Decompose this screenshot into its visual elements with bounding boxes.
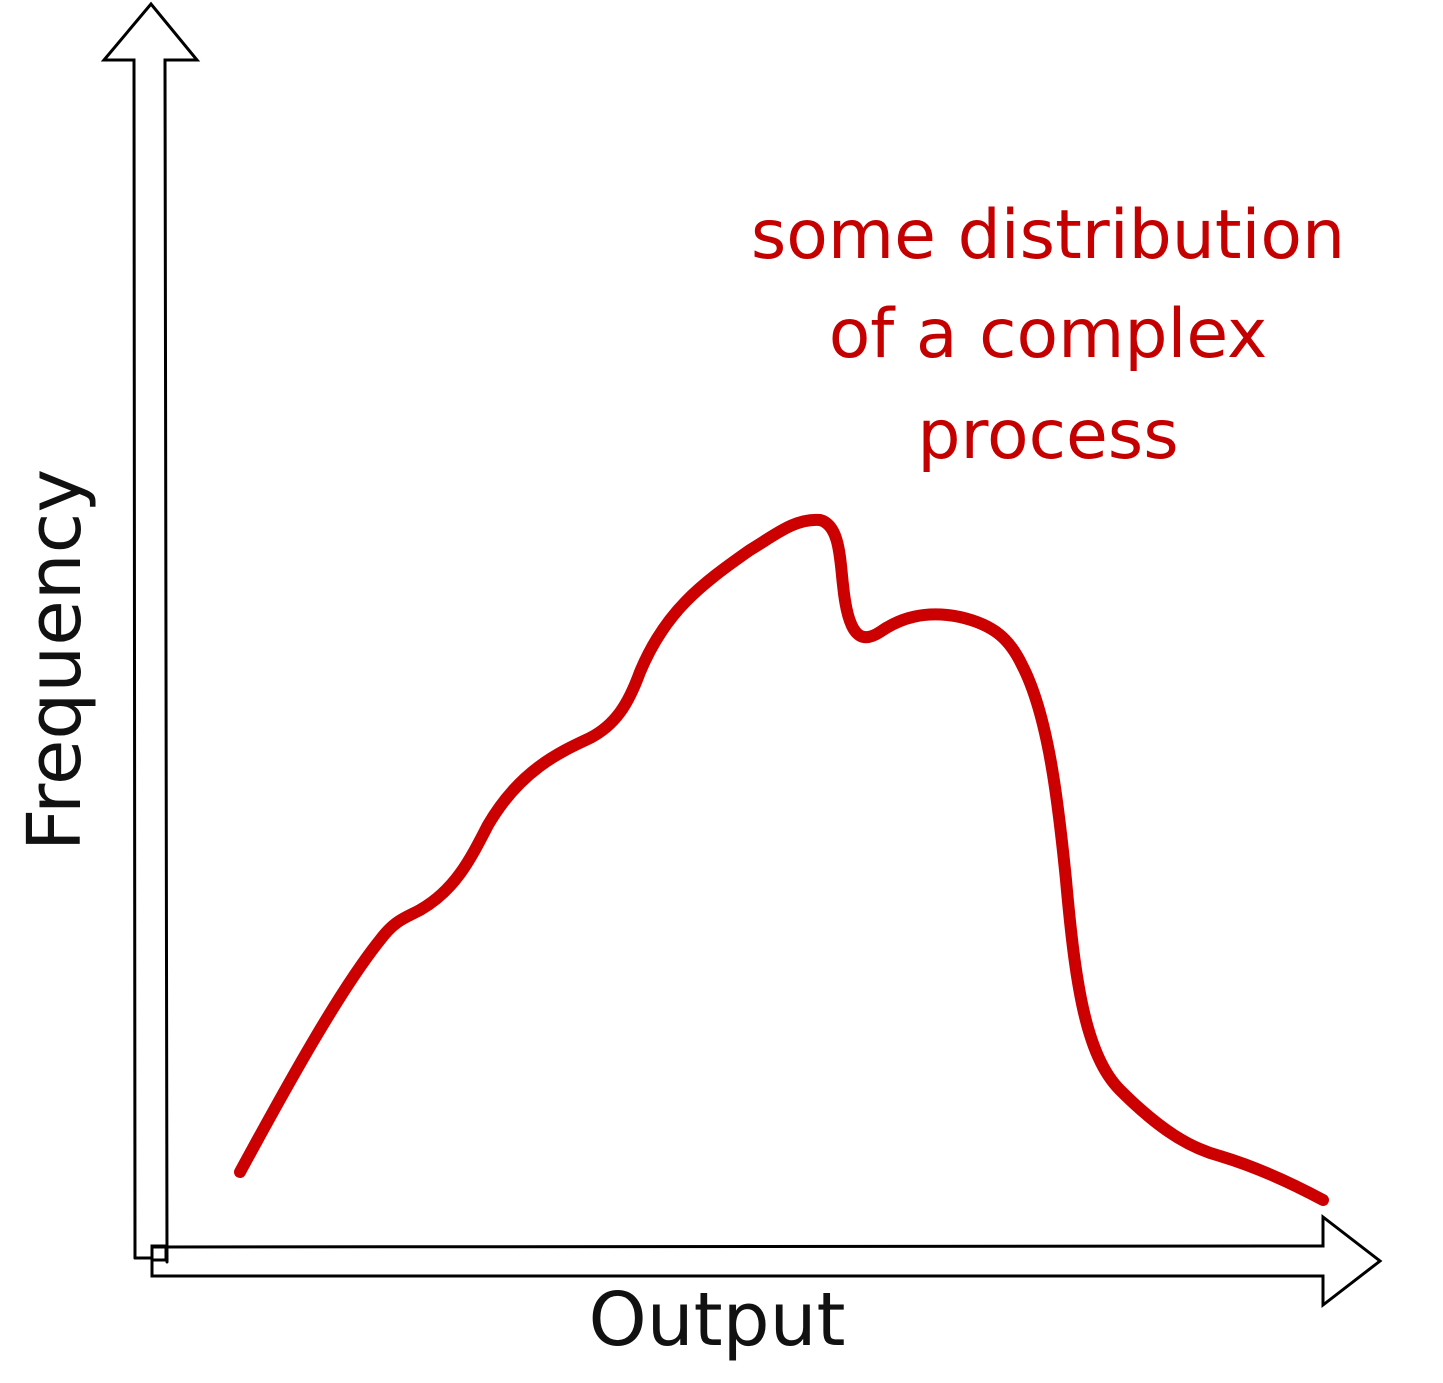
distribution-curve bbox=[234, 513, 1329, 1206]
annotation-line-3: process bbox=[917, 396, 1178, 475]
y-axis-arrow bbox=[100, 1, 201, 1264]
annotation: some distribution of a complex process bbox=[751, 196, 1345, 475]
y-axis-label: Frequency bbox=[12, 469, 98, 851]
annotation-line-2: of a complex bbox=[829, 295, 1268, 374]
x-axis-arrow bbox=[133, 1213, 1383, 1309]
x-axis-label: Output bbox=[588, 1277, 845, 1363]
annotation-line-1: some distribution bbox=[751, 196, 1345, 275]
